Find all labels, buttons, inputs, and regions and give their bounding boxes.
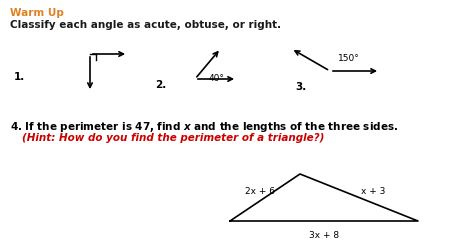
Text: Warm Up: Warm Up [10,8,64,18]
Text: 3.: 3. [295,82,306,92]
Text: 4. If the perimeter is 47, find $\bfit{x}$ and the lengths of the three sides.: 4. If the perimeter is 47, find $\bfit{x… [10,119,398,134]
Text: 2.: 2. [155,80,166,90]
Text: 3x + 8: 3x + 8 [309,230,339,239]
Text: Classify each angle as acute, obtuse, or right.: Classify each angle as acute, obtuse, or… [10,20,281,30]
Text: (Hint: How do you find the perimeter of a triangle?): (Hint: How do you find the perimeter of … [22,133,324,142]
Text: 150°: 150° [338,54,360,63]
Text: 2x + 6: 2x + 6 [245,187,275,196]
Text: x + 3: x + 3 [361,187,385,196]
Text: 40°: 40° [209,74,225,83]
Text: 1.: 1. [14,72,25,82]
